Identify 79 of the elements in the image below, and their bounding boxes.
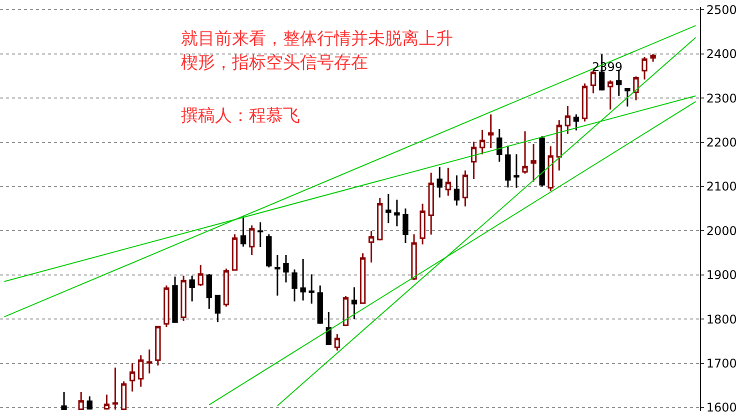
candlestick: [120, 380, 127, 410]
candlestick: [470, 141, 477, 180]
candlestick: [86, 396, 92, 410]
candlestick: [342, 295, 349, 327]
candlestick: [326, 311, 332, 346]
candlestick: [274, 254, 280, 296]
candlestick: [539, 135, 545, 188]
candlestick: [198, 264, 204, 287]
candlestick: [308, 274, 314, 304]
candlestick: [650, 53, 656, 63]
candlestick: [411, 233, 417, 281]
candlestick: [479, 129, 486, 155]
candlestick: [266, 233, 272, 268]
candlestick: [78, 391, 84, 410]
candlestick: [377, 197, 383, 242]
candlestick: [172, 276, 178, 323]
candlestick: [505, 145, 511, 188]
candlestick: [300, 258, 306, 302]
candlestick: [112, 366, 118, 410]
candlestick: [522, 130, 528, 174]
candlestick: [292, 268, 298, 302]
y-tick-label: 2100: [706, 180, 736, 194]
candlestick: [436, 166, 442, 198]
candlestick: [206, 273, 212, 310]
candlestick: [334, 333, 340, 352]
annotation: 撰稿人：程慕飞: [181, 106, 300, 126]
candlestick: [232, 233, 238, 271]
candlestick: [61, 391, 67, 410]
y-tick-label: 2300: [706, 91, 736, 106]
y-tick-label: 1600: [706, 400, 736, 415]
candlestick: [146, 348, 152, 374]
candlestick: [317, 284, 323, 325]
y-tick-label: 1700: [706, 356, 736, 370]
candlestick: [248, 224, 255, 256]
candlestick: [214, 294, 221, 323]
y-tick-label: 1800: [706, 312, 736, 326]
candlestick: [514, 153, 520, 189]
candlestick: [496, 128, 502, 162]
candlestick: [283, 254, 289, 284]
y-tick-label: 2500: [706, 2, 736, 17]
candlestick: [608, 80, 614, 110]
y-tick-label: 2200: [706, 135, 736, 150]
candlestick: [402, 208, 408, 244]
candlestick: [360, 252, 366, 304]
candlestick: [394, 198, 400, 227]
candlestick: [351, 286, 358, 320]
candlestick: [624, 88, 630, 108]
candlestick: [428, 172, 434, 236]
candlestick: [420, 202, 426, 246]
candlestick: [104, 394, 110, 410]
candlestick: [368, 230, 374, 264]
candlestick: [189, 274, 195, 302]
y-tick-label: 2000: [706, 224, 736, 238]
candlestick: [642, 56, 648, 80]
candlestick: [164, 284, 170, 328]
candlestick: [454, 174, 460, 206]
candlestick: [462, 170, 468, 208]
candlestick: [138, 354, 144, 388]
candlestick: [386, 193, 392, 224]
y-tick-label: 1900: [706, 268, 736, 282]
candlestick: [180, 274, 186, 322]
candlestick: [530, 143, 536, 182]
candlestick: [548, 145, 554, 192]
candlestick: [240, 215, 246, 248]
annotation: 就目前来看，整体行情并未脱离上升: [181, 29, 453, 49]
candlestick: [258, 222, 264, 248]
candlestick: [445, 167, 452, 196]
candlestick: [155, 326, 161, 366]
candlestick: [582, 82, 588, 122]
candlestick: [556, 119, 562, 172]
candlestick: [488, 114, 494, 149]
annotation: 楔形，指标空头信号存在: [181, 53, 368, 73]
candlestick: [573, 114, 580, 132]
candlestick: [564, 105, 571, 135]
candlestick: [129, 362, 136, 392]
candlestick: [590, 70, 596, 94]
candlestick: [633, 76, 639, 102]
candlestick: [223, 268, 230, 308]
y-tick-label: 2400: [706, 47, 736, 62]
